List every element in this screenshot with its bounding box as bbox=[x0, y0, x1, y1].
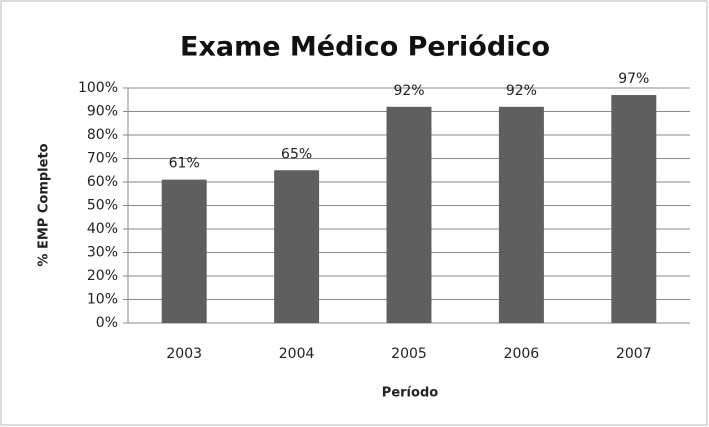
x-tick-label: 2004 bbox=[279, 346, 315, 362]
y-tick-label: 100% bbox=[78, 80, 118, 96]
y-tick-label: 90% bbox=[87, 104, 118, 120]
bar bbox=[161, 179, 207, 323]
y-tick-label: 50% bbox=[87, 198, 118, 214]
y-tick-label: 30% bbox=[87, 245, 118, 261]
y-tick-label: 20% bbox=[87, 268, 118, 284]
data-label: 61% bbox=[169, 156, 200, 172]
y-tick-label: 0% bbox=[96, 315, 118, 331]
x-tick-label: 2003 bbox=[166, 346, 202, 362]
data-label: 65% bbox=[281, 146, 312, 162]
y-tick-label: 70% bbox=[87, 151, 118, 167]
bar bbox=[274, 170, 320, 323]
x-tick-label: 2006 bbox=[504, 346, 540, 362]
x-axis-title: Período bbox=[382, 386, 438, 401]
y-tick-label: 40% bbox=[87, 221, 118, 237]
chart-title: Exame Médico Periódico bbox=[180, 32, 550, 63]
y-tick-label: 10% bbox=[87, 292, 118, 308]
data-label: 92% bbox=[506, 83, 537, 99]
x-tick-label: 2007 bbox=[616, 346, 652, 362]
data-label: 97% bbox=[618, 71, 649, 87]
y-tick-label: 60% bbox=[87, 174, 118, 190]
y-tick-label: 80% bbox=[87, 127, 118, 143]
bar bbox=[386, 106, 432, 323]
x-tick-label: 2005 bbox=[391, 346, 427, 362]
data-label: 92% bbox=[393, 83, 424, 99]
bar bbox=[611, 95, 657, 323]
y-axis-title: % EMP Completo bbox=[37, 143, 52, 266]
bar bbox=[498, 106, 544, 323]
